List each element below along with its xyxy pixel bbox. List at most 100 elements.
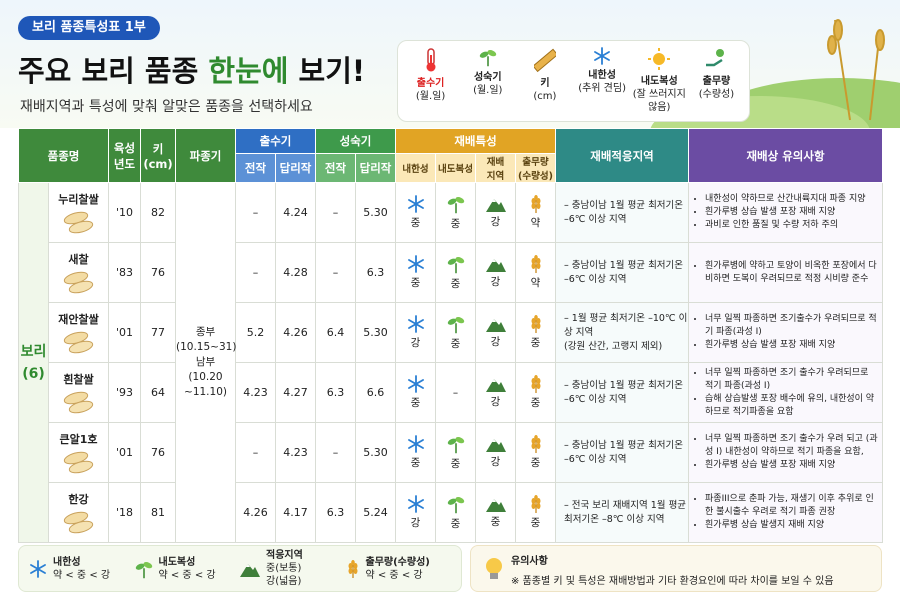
trait-cell: 중 xyxy=(475,482,516,543)
variety-row: 보리 (6) 누리찰쌀 '10 82 종부 (10.15~31) 남부 (10.20 ~1… xyxy=(18,182,884,543)
trait-cell: 중 xyxy=(435,182,476,243)
trait-value: 중 xyxy=(410,217,421,229)
note: 파종III으로 춘파 가능, 재생기 이후 추위로 인한 불시출수 우려로 적기… xyxy=(705,493,878,519)
trait-value: 중 xyxy=(530,517,541,529)
header-cell: 성숙기 xyxy=(315,128,396,154)
grain-icon xyxy=(49,450,108,474)
heading-date: 4.23 xyxy=(275,422,316,483)
height: 64 xyxy=(140,362,176,423)
trait-cell: 강 xyxy=(475,422,516,483)
notes-cell: 내한성이 약하므로 산간내륙지대 파종 지양흰가루병 상습 발생 포장 재배 지… xyxy=(688,182,884,243)
footer-legend-text: 출무량(수량성) 약 < 중 < 강 xyxy=(366,556,430,582)
icon-label: 출무량 xyxy=(702,76,731,87)
header-row: 품종명 육성 년도 키 (cm) 파종기 출수기 성숙기 재배특성 재배적응지역 재배상 유의사… xyxy=(18,128,884,183)
footer-legend-text: 적응지역 중(보통) 강(넓음) xyxy=(266,549,303,588)
header-cell: 재배적응지역 xyxy=(555,128,690,183)
trait-value: 중 xyxy=(450,458,461,470)
variety-name: 흰찰쌀 xyxy=(63,373,94,386)
footer-legend-text: 내한성 약 < 중 < 강 xyxy=(53,556,110,582)
name-cell: 큰알1호 xyxy=(48,422,109,483)
trait-value: 강 xyxy=(410,337,421,349)
group-count: (6) xyxy=(22,365,45,382)
maturity-date: – xyxy=(315,422,356,483)
trait-icon xyxy=(436,194,475,214)
region: – 1월 평균 최저기온 –10℃ 이상 지역 (강원 산간, 고랭지 제외) xyxy=(555,302,690,363)
note: 흰가루병 상습 발생 포장 재배 지양 xyxy=(705,206,878,219)
trait-cell: 강 xyxy=(475,302,516,363)
heading-date: 4.24 xyxy=(275,182,316,243)
subtitle: 재배지역과 특성에 맞춰 알맞은 품종을 선택하세요 xyxy=(20,99,313,115)
trait-cell: 강 xyxy=(475,182,516,243)
variety-name: 한강 xyxy=(68,493,89,506)
title-part: 보기! xyxy=(298,54,366,88)
trait-cell: 약 xyxy=(514,242,557,303)
icon-legend-item: 출수기 (월.일) xyxy=(402,47,459,115)
footer-legend-item: 내한성 약 < 중 < 강 xyxy=(29,556,135,582)
heading-date: 4.23 xyxy=(235,362,276,423)
trait-cell: 약 xyxy=(514,182,557,243)
icon-label: 출수기 xyxy=(416,78,445,89)
region: – 충남이남 1월 평균 최저기온 –6℃ 이상 지역 xyxy=(555,242,690,303)
trait-cell: 중 xyxy=(514,422,557,483)
header-cell: 육성 년도 xyxy=(108,128,141,183)
icon-legend-item: 성숙기 (월.일) xyxy=(459,47,516,115)
trait-icon xyxy=(436,494,475,514)
variety-name: 누리찰쌀 xyxy=(58,193,99,206)
trait-icon xyxy=(516,495,555,513)
trait-icon xyxy=(516,195,555,213)
trait-value: 중 xyxy=(530,337,541,349)
year: '10 xyxy=(108,182,141,243)
note: 흰가루병 상습 발생 포장 재배 지양 xyxy=(705,459,878,472)
trait-value: – xyxy=(452,386,459,399)
maturity-date: 6.6 xyxy=(355,362,396,423)
bulb-icon xyxy=(486,558,502,579)
header-cell: 품종명 xyxy=(18,128,109,183)
trait-cell: 중 xyxy=(514,482,557,543)
maturity-date: 5.24 xyxy=(355,482,396,543)
trait-cell: 강 xyxy=(395,482,436,543)
trait-value: 강 xyxy=(410,517,421,529)
footer-note: 유의사항 ※ 품종별 키 및 특성은 재배방법과 기타 환경요인에 따라 차이를… xyxy=(470,545,882,592)
heading-date: 4.27 xyxy=(275,362,316,423)
badge: 보리 품종특성표 1부 xyxy=(18,16,160,40)
notes-list: 흰가루병에 약하고 토양이 비옥한 포장에서 다비하면 도복이 우려되므로 적정… xyxy=(689,260,882,286)
maturity-date: 6.3 xyxy=(315,482,356,543)
trait-value: 강 xyxy=(490,276,501,288)
header-sub: 재배 지역 xyxy=(475,153,516,183)
trait-icon xyxy=(516,375,555,393)
title-highlight: 한눈에 xyxy=(208,54,289,88)
notes-cell: 너무 일찍 파종하면 조기 출수가 우려되므로 적기 파종(과성 I)습해 상습… xyxy=(688,362,884,423)
trait-cell: 강 xyxy=(475,362,516,423)
sowing: 종부 (10.15~31) 남부 (10.20 ~11.10) xyxy=(175,182,236,543)
notes-list: 내한성이 약하므로 산간내륙지대 파종 지양흰가루병 상습 발생 포장 재배 지… xyxy=(689,193,882,232)
height: 82 xyxy=(140,182,176,243)
year: '18 xyxy=(108,482,141,543)
notes-cell: 너무 일찍 파종하면 조기출수가 우려되므로 적기 파종(과성 I)흰가루병 상… xyxy=(688,302,884,363)
icon-note: (cm) xyxy=(533,91,557,102)
trait-value: 중 xyxy=(530,457,541,469)
trait-icon xyxy=(396,255,435,273)
trait-icon xyxy=(396,435,435,453)
icon-note: (월.일) xyxy=(415,91,446,102)
variety-row: 흰찰쌀 '93 64 4.23 4.27 6.3 6.6 중 – 강 중 – 충남이남 1월 평균 최… xyxy=(19,362,884,423)
trait-value: 강 xyxy=(490,336,501,348)
note: 흰가루병 상습 발생지 재배 지양 xyxy=(705,519,878,532)
height: 76 xyxy=(140,422,176,483)
note: 흰가루병에 약하고 토양이 비옥한 포장에서 다비하면 도복이 우려되므로 적정… xyxy=(705,260,878,286)
trait-icon xyxy=(516,435,555,453)
notes-cell: 파종III으로 춘파 가능, 재생기 이후 추위로 인한 불시출수 우려로 적기… xyxy=(688,482,884,543)
icon-note: (수량성) xyxy=(698,89,735,100)
heading-date: 5.2 xyxy=(235,302,276,363)
heading-date: 4.26 xyxy=(275,302,316,363)
trait-icon xyxy=(516,315,555,333)
footer-legend-text: 내도복성 약 < 중 < 강 xyxy=(159,556,216,582)
trait-cell: 중 xyxy=(435,242,476,303)
header-sub: 전작 xyxy=(235,153,276,183)
trait-cell: 중 xyxy=(435,482,476,543)
icon-legend-item: 내한성 (추위 견딤) xyxy=(574,47,631,115)
footer-legend-item: 출무량(수량성) 약 < 중 < 강 xyxy=(346,556,452,582)
trait-value: 중 xyxy=(490,516,501,528)
legend-scale: 약 < 중 < 강 xyxy=(53,569,111,581)
note: 습해 상습발생 포장 배수에 유의, 내한성이 약하므로 적기파종을 요함 xyxy=(705,393,878,419)
trait-icon xyxy=(436,254,475,274)
